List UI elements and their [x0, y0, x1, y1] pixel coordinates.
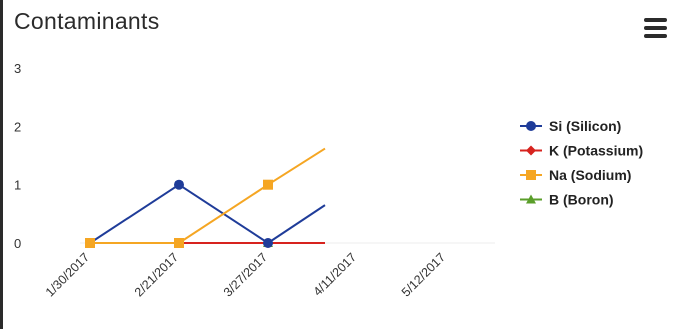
- legend: Si (Silicon) K (Potassium) Na (Sodium) B (B…: [520, 118, 643, 208]
- window-left-border: [0, 0, 3, 329]
- plot-area: [80, 147, 495, 248]
- menu-bar: [644, 26, 667, 30]
- y-tick-label: 0: [14, 236, 21, 251]
- legend-item-label[interactable]: B (Boron): [549, 192, 614, 208]
- legend-item-label[interactable]: Si (Silicon): [549, 118, 621, 134]
- hamburger-menu-icon[interactable]: [644, 18, 667, 38]
- x-tick-label: 5/12/2017: [399, 250, 448, 299]
- data-point[interactable]: [174, 238, 184, 248]
- legend-marker: [526, 194, 536, 204]
- series-line-si: [89, 183, 326, 245]
- x-tick-label: 1/30/2017: [43, 250, 92, 299]
- y-axis: 0 1 2 3: [14, 61, 21, 251]
- legend-marker: [526, 121, 536, 131]
- y-tick-label: 2: [14, 119, 21, 134]
- data-point[interactable]: [174, 179, 184, 190]
- x-tick-label: 3/27/2017: [221, 250, 270, 299]
- x-axis: 1/30/2017 2/21/2017 3/27/2017 4/11/2017 5/12…: [43, 250, 448, 299]
- legend-item-label[interactable]: Na (Sodium): [549, 167, 631, 183]
- series-line-na: [90, 147, 326, 244]
- chart-title: Contaminants: [14, 8, 160, 34]
- menu-bar: [644, 18, 667, 22]
- y-tick-label: 1: [14, 178, 21, 193]
- menu-bar: [644, 34, 667, 38]
- y-tick-label: 3: [14, 61, 21, 76]
- data-point[interactable]: [263, 179, 273, 190]
- legend-item-label[interactable]: K (Potassium): [549, 143, 643, 159]
- data-point[interactable]: [85, 238, 95, 248]
- data-point[interactable]: [263, 238, 273, 248]
- x-tick-label: 4/11/2017: [311, 250, 360, 299]
- x-tick-label: 2/21/2017: [132, 250, 181, 299]
- legend-marker: [526, 170, 536, 180]
- legend-marker: [526, 145, 536, 156]
